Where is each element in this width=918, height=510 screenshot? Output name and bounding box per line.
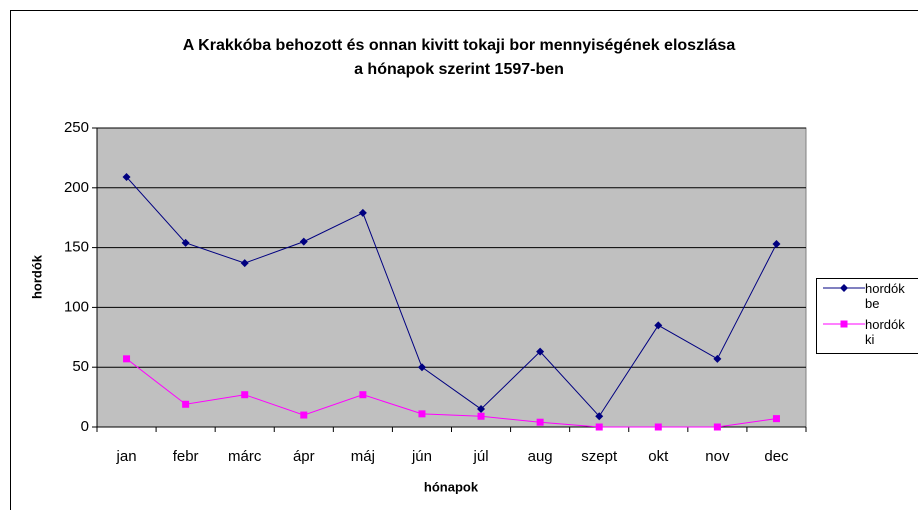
marker xyxy=(417,363,426,372)
marker xyxy=(300,411,308,419)
marker xyxy=(123,355,131,363)
y-tick-label: 250 xyxy=(64,119,89,136)
x-tick-label: dec xyxy=(764,448,789,465)
marker xyxy=(181,238,190,247)
marker xyxy=(477,405,486,414)
marker xyxy=(299,237,308,246)
y-tick-label: 0 xyxy=(81,418,89,435)
marker xyxy=(536,347,545,356)
marker xyxy=(595,423,603,431)
marker xyxy=(240,259,249,268)
marker xyxy=(840,284,848,292)
legend-swatch xyxy=(823,320,865,328)
legend-label: hordók be xyxy=(865,281,905,311)
marker xyxy=(418,410,426,418)
y-tick-label: 50 xyxy=(72,358,89,375)
x-tick-label: márc xyxy=(228,448,262,465)
marker xyxy=(772,415,780,423)
marker xyxy=(477,412,485,420)
x-tick-label: szept xyxy=(581,448,618,465)
chart-subtitle: a hónapok szerint 1597-ben xyxy=(354,61,564,78)
series-line xyxy=(126,358,777,428)
marker xyxy=(654,423,662,431)
legend-label: hordók ki xyxy=(865,317,905,347)
marker xyxy=(359,391,367,399)
marker xyxy=(358,208,367,217)
y-axis-title: hordók xyxy=(29,254,44,299)
legend-item: hordók be xyxy=(817,279,918,315)
x-tick-label: aug xyxy=(528,448,553,465)
marker xyxy=(654,321,663,330)
legend-swatch xyxy=(823,284,865,292)
x-tick-label: máj xyxy=(351,448,375,465)
x-tick-label: jún xyxy=(411,448,432,465)
marker xyxy=(595,412,604,421)
legend-item: hordók ki xyxy=(817,315,918,351)
marker xyxy=(536,418,544,426)
marker xyxy=(772,240,781,249)
x-tick-label: nov xyxy=(705,448,730,465)
series-line xyxy=(126,176,777,418)
x-tick-label: júl xyxy=(473,448,489,465)
marker xyxy=(713,423,721,431)
marker xyxy=(241,391,249,399)
x-tick-label: ápr xyxy=(293,448,315,465)
y-tick-label: 150 xyxy=(64,239,89,256)
x-axis-title: hónapok xyxy=(424,479,479,494)
plot-area xyxy=(96,127,807,428)
marker xyxy=(840,320,848,328)
y-tick-label: 200 xyxy=(64,179,89,196)
x-tick-label: jan xyxy=(116,448,137,465)
x-tick-label: febr xyxy=(173,448,199,465)
x-tick-label: okt xyxy=(648,448,669,465)
y-tick-label: 100 xyxy=(64,298,89,315)
marker xyxy=(122,173,131,182)
marker xyxy=(713,354,722,363)
marker xyxy=(182,400,190,408)
legend: hordók be hordók ki xyxy=(816,278,918,354)
chart-title: A Krakkóba behozott és onnan kivitt toka… xyxy=(183,37,736,54)
